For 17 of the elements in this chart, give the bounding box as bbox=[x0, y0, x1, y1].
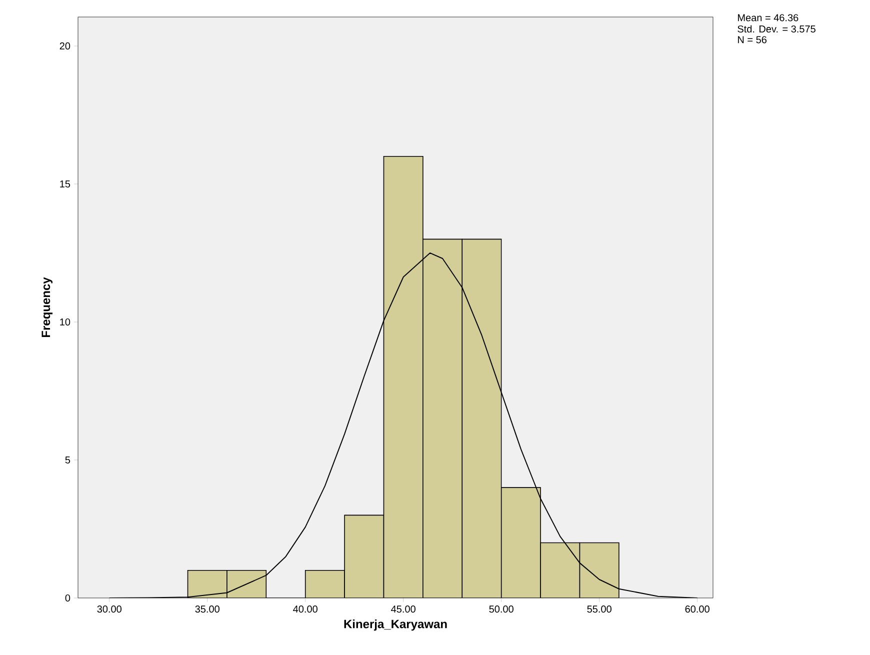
x-tick-label: 30.00 bbox=[97, 606, 122, 613]
x-tick-label: 55.00 bbox=[587, 606, 612, 613]
y-tick-label: 20 bbox=[60, 42, 70, 50]
x-tick-label: 60.00 bbox=[685, 606, 710, 613]
y-tick-label: 10 bbox=[60, 318, 70, 326]
text: Std. Dev. = 3.575 bbox=[738, 25, 816, 33]
x-tick-label: 40.00 bbox=[293, 606, 318, 613]
y-axis-title: Frequency bbox=[42, 277, 52, 338]
x-axis-title: Kinerja_Karyawan bbox=[344, 619, 447, 631]
text: N = 56 bbox=[738, 36, 766, 44]
y-tick-label: 5 bbox=[65, 456, 70, 464]
y-tick-label: 0 bbox=[65, 594, 70, 602]
text: Mean = 46.36 bbox=[738, 14, 798, 22]
x-tick-label: 50.00 bbox=[489, 606, 514, 613]
x-tick-label: 35.00 bbox=[195, 606, 220, 613]
y-tick-label: 15 bbox=[60, 180, 70, 188]
x-tick-label: 45.00 bbox=[391, 606, 416, 613]
